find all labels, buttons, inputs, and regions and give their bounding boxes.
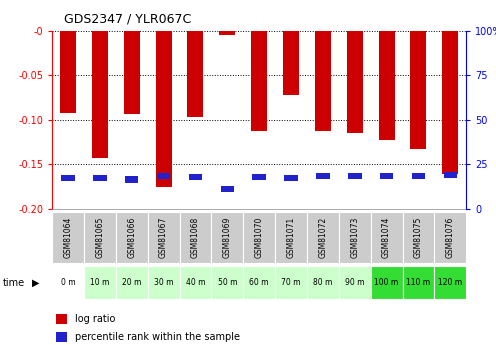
Text: time: time [2,278,25,288]
FancyBboxPatch shape [275,211,307,263]
Bar [125,176,138,183]
Text: GSM81071: GSM81071 [287,217,296,258]
FancyBboxPatch shape [371,266,403,299]
Text: 80 m: 80 m [313,278,332,287]
FancyBboxPatch shape [116,211,148,263]
Text: GSM81066: GSM81066 [127,217,136,258]
Text: GSM81075: GSM81075 [414,217,423,258]
Bar [61,175,75,181]
Text: GSM81065: GSM81065 [95,217,104,258]
Text: GSM81064: GSM81064 [63,217,72,258]
Bar [380,173,393,179]
Text: 120 m: 120 m [438,278,462,287]
Bar [411,31,427,149]
Text: GSM81068: GSM81068 [191,217,200,258]
FancyBboxPatch shape [339,266,371,299]
Bar [284,175,298,181]
FancyBboxPatch shape [211,266,243,299]
Text: GSM81073: GSM81073 [350,217,359,258]
Text: percentile rank within the sample: percentile rank within the sample [75,332,240,342]
FancyBboxPatch shape [84,211,116,263]
FancyBboxPatch shape [211,211,243,263]
FancyBboxPatch shape [275,266,307,299]
Text: GSM81072: GSM81072 [318,217,327,258]
FancyBboxPatch shape [243,211,275,263]
Bar [219,31,235,36]
FancyBboxPatch shape [84,266,116,299]
Text: 50 m: 50 m [218,278,237,287]
FancyBboxPatch shape [434,211,466,263]
Bar [412,173,425,179]
Text: 40 m: 40 m [186,278,205,287]
Bar [442,31,458,174]
Bar [283,31,299,95]
FancyBboxPatch shape [148,266,180,299]
Bar [187,31,203,117]
FancyBboxPatch shape [52,266,84,299]
Text: 20 m: 20 m [122,278,141,287]
FancyBboxPatch shape [52,211,84,263]
Bar [188,174,202,180]
Bar [252,174,266,180]
Bar [56,314,66,324]
Bar [124,31,140,114]
FancyBboxPatch shape [434,266,466,299]
Bar [315,31,331,130]
FancyBboxPatch shape [307,211,339,263]
Bar [316,173,330,179]
FancyBboxPatch shape [148,211,180,263]
Text: 10 m: 10 m [90,278,110,287]
FancyBboxPatch shape [116,266,148,299]
FancyBboxPatch shape [371,211,403,263]
Text: GSM81076: GSM81076 [446,217,455,258]
FancyBboxPatch shape [339,211,371,263]
FancyBboxPatch shape [180,266,211,299]
FancyBboxPatch shape [307,266,339,299]
FancyBboxPatch shape [403,211,434,263]
Text: 100 m: 100 m [374,278,399,287]
Text: 110 m: 110 m [406,278,431,287]
Bar [156,31,172,187]
FancyBboxPatch shape [243,266,275,299]
Text: 30 m: 30 m [154,278,173,287]
Bar [60,31,76,113]
Text: ▶: ▶ [32,278,40,288]
Bar [221,186,234,192]
Bar [92,31,108,158]
Bar [378,31,394,140]
Text: GSM81067: GSM81067 [159,217,168,258]
Bar [93,175,107,181]
Text: 60 m: 60 m [249,278,269,287]
FancyBboxPatch shape [403,266,434,299]
Bar [251,31,267,130]
Bar [348,173,362,179]
Bar [56,332,66,342]
Text: GSM81074: GSM81074 [382,217,391,258]
Text: GDS2347 / YLR067C: GDS2347 / YLR067C [64,12,192,25]
Text: GSM81070: GSM81070 [254,217,264,258]
FancyBboxPatch shape [180,211,211,263]
Text: 0 m: 0 m [61,278,75,287]
Text: GSM81069: GSM81069 [223,217,232,258]
Bar [443,172,457,178]
Text: 90 m: 90 m [345,278,365,287]
Text: 70 m: 70 m [281,278,301,287]
Bar [347,31,363,133]
Text: log ratio: log ratio [75,314,115,324]
Bar [157,173,170,179]
